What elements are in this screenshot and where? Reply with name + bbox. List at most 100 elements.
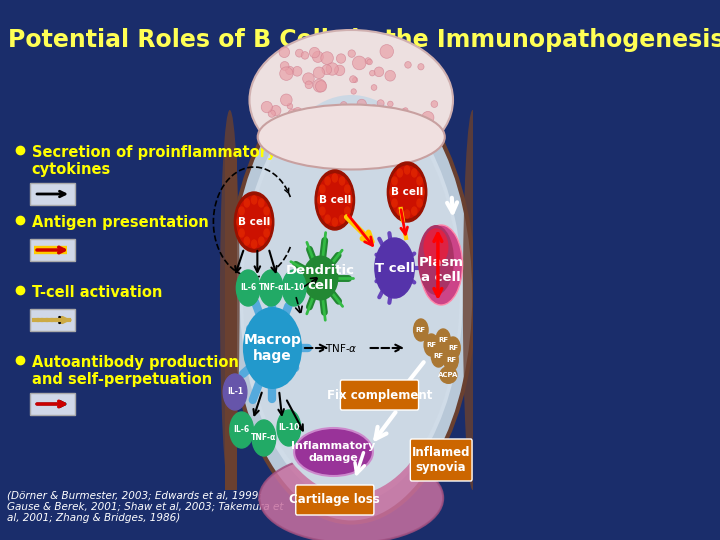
- Circle shape: [339, 215, 345, 223]
- Ellipse shape: [322, 65, 332, 75]
- Circle shape: [251, 196, 257, 204]
- Circle shape: [244, 237, 250, 245]
- Ellipse shape: [313, 79, 326, 92]
- Circle shape: [235, 192, 274, 252]
- Circle shape: [405, 210, 410, 218]
- Circle shape: [332, 218, 338, 226]
- Circle shape: [397, 169, 402, 177]
- Ellipse shape: [302, 73, 314, 85]
- Ellipse shape: [377, 100, 384, 107]
- Ellipse shape: [301, 52, 309, 59]
- Ellipse shape: [293, 107, 302, 117]
- Ellipse shape: [292, 66, 302, 76]
- Text: Antigen presentation: Antigen presentation: [32, 215, 208, 230]
- Text: Potential Roles of B Cells in the Immunopathogenesis of RA: Potential Roles of B Cells in the Immuno…: [8, 28, 720, 52]
- Ellipse shape: [369, 70, 375, 76]
- Circle shape: [424, 229, 448, 265]
- Ellipse shape: [336, 54, 346, 63]
- Text: (Dörner & Burmester, 2003; Edwards et al, 1999;
Gause & Berek, 2001; Shaw et al,: (Dörner & Burmester, 2003; Edwards et al…: [6, 490, 283, 523]
- Text: IL-6: IL-6: [233, 426, 250, 435]
- Circle shape: [258, 237, 264, 245]
- Ellipse shape: [370, 107, 379, 117]
- Ellipse shape: [368, 105, 380, 117]
- Text: B cell: B cell: [391, 187, 423, 197]
- FancyBboxPatch shape: [30, 393, 75, 415]
- Ellipse shape: [348, 50, 356, 57]
- Circle shape: [413, 319, 428, 341]
- FancyBboxPatch shape: [410, 439, 472, 481]
- Ellipse shape: [385, 70, 395, 81]
- Text: T-cell activation: T-cell activation: [32, 285, 162, 300]
- Text: ACPA: ACPA: [438, 372, 459, 378]
- Ellipse shape: [243, 95, 459, 495]
- FancyBboxPatch shape: [30, 183, 75, 205]
- Circle shape: [320, 185, 325, 193]
- Ellipse shape: [279, 67, 293, 80]
- Ellipse shape: [372, 85, 377, 90]
- Ellipse shape: [400, 109, 408, 117]
- Circle shape: [444, 349, 458, 371]
- Ellipse shape: [287, 103, 293, 109]
- Circle shape: [417, 177, 422, 185]
- Ellipse shape: [346, 116, 353, 123]
- Circle shape: [392, 177, 397, 185]
- Ellipse shape: [350, 76, 356, 83]
- Ellipse shape: [341, 102, 347, 109]
- Ellipse shape: [287, 109, 300, 121]
- Circle shape: [431, 345, 446, 367]
- Circle shape: [405, 166, 410, 174]
- Circle shape: [325, 177, 330, 185]
- Circle shape: [412, 207, 417, 215]
- Circle shape: [419, 188, 424, 196]
- Ellipse shape: [439, 366, 458, 384]
- FancyBboxPatch shape: [30, 239, 75, 261]
- Ellipse shape: [420, 225, 462, 305]
- Text: Secretion of proinflammatory
cytokines: Secretion of proinflammatory cytokines: [32, 145, 276, 178]
- Ellipse shape: [305, 81, 312, 89]
- Ellipse shape: [259, 453, 443, 540]
- Ellipse shape: [326, 63, 338, 75]
- Circle shape: [277, 410, 301, 446]
- Ellipse shape: [365, 112, 371, 117]
- Text: Fix complement: Fix complement: [327, 388, 432, 402]
- Text: IL-6: IL-6: [240, 284, 256, 293]
- Text: Macrop
hage: Macrop hage: [243, 333, 302, 363]
- Circle shape: [320, 207, 325, 215]
- FancyBboxPatch shape: [30, 309, 75, 331]
- Circle shape: [346, 196, 352, 204]
- FancyBboxPatch shape: [225, 150, 237, 490]
- Circle shape: [318, 174, 352, 226]
- Text: IL-1: IL-1: [227, 388, 243, 396]
- Circle shape: [264, 207, 269, 215]
- Text: Autoantibody production
and self-perpetuation: Autoantibody production and self-perpetu…: [32, 355, 238, 387]
- Circle shape: [266, 218, 271, 226]
- Ellipse shape: [418, 225, 454, 295]
- Ellipse shape: [240, 87, 463, 503]
- Circle shape: [251, 240, 257, 248]
- FancyBboxPatch shape: [341, 380, 418, 410]
- Text: B cell: B cell: [238, 217, 270, 227]
- Circle shape: [239, 229, 244, 237]
- Text: Plasm
a cell: Plasm a cell: [419, 256, 464, 284]
- Ellipse shape: [335, 65, 345, 76]
- Circle shape: [417, 199, 422, 207]
- FancyBboxPatch shape: [296, 485, 374, 515]
- Ellipse shape: [315, 80, 327, 92]
- Ellipse shape: [353, 56, 366, 70]
- Text: Dendritic
cell: Dendritic cell: [286, 264, 355, 292]
- Circle shape: [392, 199, 397, 207]
- Circle shape: [237, 196, 271, 248]
- Ellipse shape: [261, 102, 272, 113]
- Text: RF: RF: [433, 353, 444, 359]
- Ellipse shape: [365, 58, 372, 64]
- Ellipse shape: [353, 77, 358, 83]
- Text: B cell: B cell: [319, 195, 351, 205]
- Text: RF: RF: [438, 337, 449, 343]
- Ellipse shape: [380, 45, 394, 58]
- Circle shape: [345, 185, 350, 193]
- Ellipse shape: [271, 105, 281, 116]
- Circle shape: [325, 215, 330, 223]
- Text: Cartilage loss: Cartilage loss: [289, 494, 380, 507]
- Circle shape: [315, 170, 354, 230]
- Circle shape: [258, 199, 264, 207]
